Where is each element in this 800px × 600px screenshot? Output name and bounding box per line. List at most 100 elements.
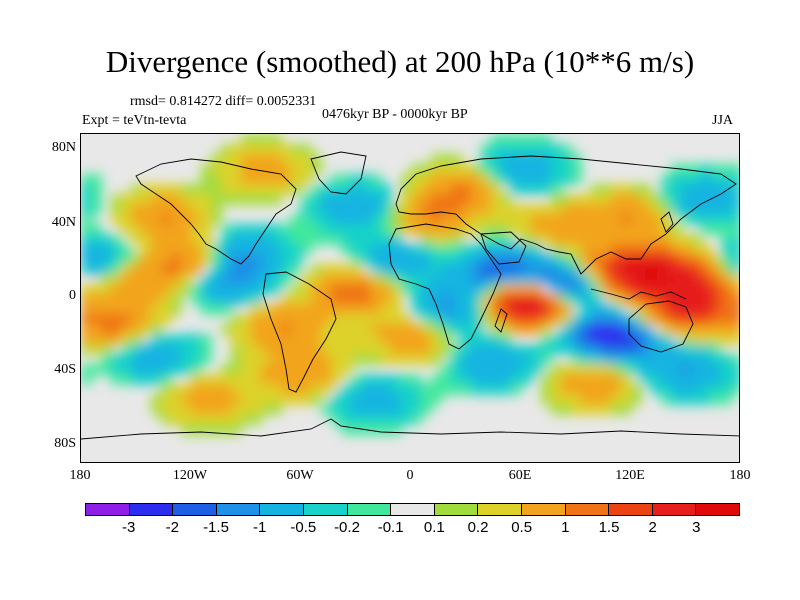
field-cell (271, 144, 282, 155)
field-cell (271, 354, 282, 365)
field-cell (301, 354, 312, 365)
field-cell (231, 154, 242, 165)
field-cell (201, 234, 212, 245)
field-cell (711, 164, 722, 175)
colorbar-label: 0.1 (423, 519, 445, 536)
field-cell (631, 314, 642, 325)
field-cell (251, 364, 262, 375)
field-cell (591, 344, 602, 355)
field-cell (361, 374, 372, 385)
field-cell (291, 224, 302, 235)
field-cell (501, 234, 512, 245)
field-cell (171, 244, 182, 255)
field-cell (331, 364, 342, 375)
field-cell (141, 194, 152, 205)
field-cell (301, 174, 312, 185)
field-cell (611, 274, 622, 285)
field-cell (351, 374, 362, 385)
field-cell (171, 334, 182, 345)
field-cell (351, 394, 362, 405)
field-cell (701, 184, 712, 195)
field-cell (631, 274, 642, 285)
field-cell (361, 334, 372, 345)
field-cell (361, 304, 372, 315)
field-cell (381, 424, 392, 435)
field-cell (511, 274, 522, 285)
field-cell (661, 324, 672, 335)
field-cell (221, 304, 232, 315)
field-cell (601, 224, 612, 235)
field-cell (441, 164, 452, 175)
field-cell (571, 244, 582, 255)
field-cell (451, 284, 462, 295)
field-cell (581, 354, 592, 365)
field-cell (301, 234, 312, 245)
field-cell (251, 174, 262, 185)
field-cell (421, 334, 432, 345)
field-cell (341, 324, 352, 335)
field-cell (311, 344, 322, 355)
field-cell (391, 284, 402, 295)
lat-label-40s: 40S (54, 362, 76, 377)
colorbar-box (609, 504, 653, 515)
field-cell (131, 194, 142, 205)
field-cell (271, 284, 282, 295)
field-cell (401, 344, 412, 355)
field-cell (381, 194, 392, 205)
field-cell (201, 214, 212, 225)
field-cell (391, 294, 402, 305)
field-cell (271, 164, 282, 175)
field-cell (381, 204, 392, 215)
field-cell (291, 304, 302, 315)
field-cell (331, 354, 342, 365)
field-cell (221, 404, 232, 415)
field-cell (481, 194, 492, 205)
field-cell (721, 264, 732, 275)
field-cell (531, 314, 542, 325)
field-cell (271, 324, 282, 335)
field-cell (691, 184, 702, 195)
field-cell (551, 164, 562, 175)
field-cell (621, 264, 632, 275)
field-cell (401, 324, 412, 335)
field-cell (351, 314, 362, 325)
field-cell (491, 334, 502, 345)
field-cell (81, 234, 92, 245)
field-cell (701, 384, 712, 395)
field-cell (341, 344, 352, 355)
field-cell (731, 314, 739, 325)
field-cell (571, 374, 582, 385)
madagascar-coast (494, 308, 508, 333)
field-cell (291, 244, 302, 255)
field-cell (381, 334, 392, 345)
field-cell (81, 334, 92, 345)
field-cell (551, 144, 562, 155)
field-cell (241, 284, 252, 295)
field-cell (261, 354, 272, 365)
field-cell (531, 304, 542, 315)
field-cell (161, 304, 172, 315)
field-cell (331, 294, 342, 305)
field-cell (81, 304, 92, 315)
field-cell (641, 364, 652, 375)
field-cell (311, 384, 322, 395)
field-cell (381, 324, 392, 335)
field-cell (451, 364, 462, 375)
field-cell (691, 214, 702, 225)
field-cell (721, 384, 732, 395)
field-cell (501, 364, 512, 375)
field-cell (711, 214, 722, 225)
colorbar-label: 2 (648, 519, 657, 536)
field-cell (171, 394, 182, 405)
field-cell (571, 394, 582, 405)
field-cell (491, 364, 502, 375)
field-cell (191, 394, 202, 405)
field-cell (221, 374, 232, 385)
field-cell (121, 314, 132, 325)
field-cell (491, 284, 502, 295)
field-cell (241, 324, 252, 335)
field-cell (581, 264, 592, 275)
field-cell (471, 344, 482, 355)
field-cell (281, 334, 292, 345)
field-cell (311, 314, 322, 325)
